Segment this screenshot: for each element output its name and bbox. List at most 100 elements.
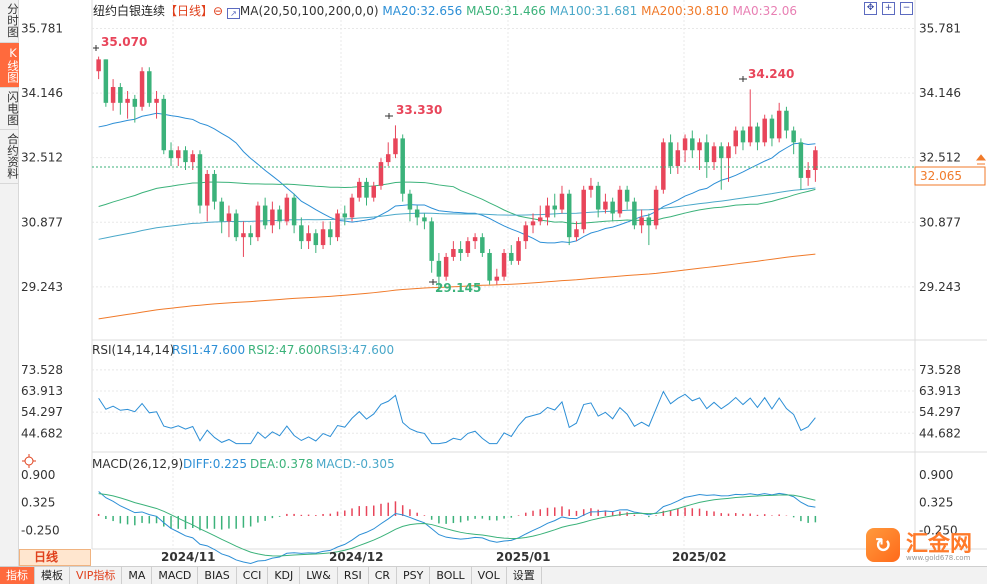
candle-body bbox=[270, 209, 275, 226]
rsi-label-right: 73.528 bbox=[919, 363, 961, 377]
rsi-label-left: 44.682 bbox=[21, 426, 63, 440]
macd-axis: 0.900 0.900 0.325 0.325 -0.250 -0.250 bbox=[21, 468, 958, 538]
logo-icon: ↻ bbox=[866, 528, 900, 562]
candle-body bbox=[328, 229, 333, 238]
candle-body bbox=[190, 154, 195, 163]
candle-body bbox=[682, 138, 688, 151]
indicator-macd[interactable]: MACD bbox=[152, 567, 199, 584]
fullscreen-icon[interactable]: ✥ bbox=[864, 2, 877, 15]
annotation-low-1: 29.145 bbox=[435, 281, 481, 295]
annotation-high-2: 33.330 bbox=[396, 103, 442, 117]
tab-vip-indicators[interactable]: VIP指标 bbox=[70, 567, 123, 584]
candle-body bbox=[653, 189, 659, 226]
indicator-boll[interactable]: BOLL bbox=[430, 567, 472, 584]
candle-body bbox=[719, 146, 724, 159]
candle-body bbox=[241, 233, 246, 238]
ma200-value: MA200:30.810 bbox=[641, 4, 729, 18]
indicator-cci[interactable]: CCI bbox=[237, 567, 269, 584]
candle-body bbox=[552, 205, 557, 210]
ma0-value: MA0:32.06 bbox=[732, 4, 798, 18]
ma20-line bbox=[98, 112, 816, 244]
collapse-icon[interactable]: ⊖ bbox=[213, 4, 224, 18]
macd-label-right: 0.325 bbox=[919, 496, 953, 510]
rsi-label-left: 54.297 bbox=[21, 405, 63, 419]
chart-canvas[interactable]: 35.781 35.781 34.146 34.146 32.512 32.512 30.8… bbox=[19, 0, 987, 566]
rsi3-value: RSI3:47.600 bbox=[321, 343, 394, 357]
period-tag: 【日线】 bbox=[165, 4, 214, 18]
macd-label-right: -0.250 bbox=[919, 523, 958, 537]
candle-body bbox=[668, 142, 673, 167]
panel-frames bbox=[91, 0, 987, 550]
candle-body bbox=[501, 252, 507, 277]
indicator-rsi[interactable]: RSI bbox=[338, 567, 369, 584]
indicator-kdj[interactable]: KDJ bbox=[268, 567, 301, 584]
candle-body bbox=[118, 87, 123, 103]
candle-body bbox=[147, 71, 152, 103]
chart-header: 纽约白银连续【日线】⊖ ↗ MA(20,50,100,200,0,0) MA20:… bbox=[93, 2, 798, 19]
indicator-bar: 指标 模板 VIP指标 MA MACD BIAS CCI KDJ LW& RSI… bbox=[0, 566, 987, 584]
candle-body bbox=[762, 118, 767, 143]
macd-settings-icon[interactable] bbox=[22, 454, 36, 468]
price-marker-icon bbox=[975, 154, 987, 165]
tab-flash[interactable]: 闪电图 bbox=[0, 88, 20, 130]
candle-body bbox=[125, 98, 130, 103]
indicator-ma[interactable]: MA bbox=[122, 567, 153, 584]
candle-body bbox=[769, 118, 775, 139]
indicator-vol[interactable]: VOL bbox=[472, 567, 507, 584]
tab-indicators[interactable]: 指标 bbox=[0, 567, 35, 584]
tab-templates[interactable]: 模板 bbox=[35, 567, 70, 584]
candle-body bbox=[262, 205, 268, 226]
candle-body bbox=[755, 126, 760, 143]
candle-body bbox=[697, 142, 702, 151]
candle-body bbox=[154, 98, 159, 103]
candle-body bbox=[313, 233, 319, 246]
ma20-value: MA20:32.656 bbox=[382, 4, 463, 18]
annotation-high-3: 34.240 bbox=[748, 67, 794, 81]
current-price-box bbox=[914, 166, 986, 186]
candle-body bbox=[711, 146, 717, 163]
zoom-out-icon[interactable]: − bbox=[900, 2, 913, 15]
tab-kline[interactable]: K线图 bbox=[0, 42, 20, 88]
candle-body bbox=[378, 162, 384, 186]
ma100-value: MA100:31.681 bbox=[549, 4, 638, 18]
indicator-lw[interactable]: LW& bbox=[300, 567, 338, 584]
candle-body bbox=[277, 209, 282, 222]
zoom-in-icon[interactable]: + bbox=[882, 2, 895, 15]
candle-body bbox=[617, 189, 623, 214]
tab-contract-info[interactable]: 合约资料 bbox=[0, 130, 20, 184]
candle-body bbox=[385, 154, 391, 163]
candle-body bbox=[632, 201, 637, 226]
candle-body bbox=[443, 256, 449, 277]
candle-body bbox=[784, 110, 789, 131]
annotation-high-1: 35.070 bbox=[101, 35, 147, 49]
candle-body bbox=[291, 197, 297, 226]
rsi-label-right: 63.913 bbox=[919, 384, 961, 398]
candle-body bbox=[559, 193, 565, 210]
candle-body bbox=[509, 252, 514, 261]
price-label-right: 34.146 bbox=[919, 86, 961, 100]
candle-body bbox=[255, 205, 261, 238]
tab-intraday[interactable]: 分时图 bbox=[0, 0, 20, 43]
price-label-left: 32.512 bbox=[21, 151, 63, 165]
rsi-line bbox=[98, 390, 816, 445]
indicator-psy[interactable]: PSY bbox=[397, 567, 431, 584]
rsi1-value: RSI1:47.600 bbox=[172, 343, 245, 357]
macd-dea-value: DEA:0.378 bbox=[250, 457, 313, 471]
rsi-label-right: 54.297 bbox=[919, 405, 961, 419]
settings-button[interactable]: 设置 bbox=[507, 567, 542, 584]
chart-area[interactable]: 35.781 35.781 34.146 34.146 32.512 32.512 30.8… bbox=[19, 0, 987, 566]
candle-body bbox=[675, 150, 681, 167]
candle-body bbox=[595, 185, 601, 210]
period-button[interactable]: 日线 bbox=[19, 549, 91, 566]
candle-body bbox=[574, 229, 579, 238]
macd-histogram-value: MACD:-0.305 bbox=[316, 457, 395, 471]
candle-body bbox=[110, 87, 116, 103]
time-label-4: 2025/02 bbox=[672, 550, 726, 564]
time-axis: 2024/11 2024/12 2025/01 2025/02 bbox=[161, 550, 726, 564]
candle-body bbox=[487, 252, 492, 281]
candle-body bbox=[690, 138, 695, 151]
candle-body bbox=[545, 205, 550, 218]
indicator-cr[interactable]: CR bbox=[369, 567, 398, 584]
ma-chart-icon[interactable]: ↗ bbox=[226, 8, 240, 19]
indicator-bias[interactable]: BIAS bbox=[198, 567, 237, 584]
